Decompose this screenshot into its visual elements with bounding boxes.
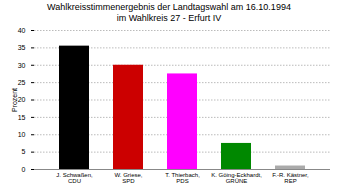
svg-text:F.-R. Kästner,REP: F.-R. Kästner,REP xyxy=(272,172,309,184)
html-text:Wahlkreisstimmenergebnis der L: Wahlkreisstimmenergebnis der Landtagswah… xyxy=(47,2,291,12)
svg-text:15: 15 xyxy=(18,114,26,121)
svg-text:T. Thierbach,PDS: T. Thierbach,PDS xyxy=(165,172,200,184)
svg-text:5: 5 xyxy=(22,148,26,155)
svg-text:K. Göing-Eckhardt,GRÜNE: K. Göing-Eckhardt,GRÜNE xyxy=(211,172,262,184)
svg-text:20: 20 xyxy=(18,96,26,103)
svg-text:35: 35 xyxy=(18,44,26,51)
svg-text:10: 10 xyxy=(18,131,26,138)
html-text:im Wahlkreis 27 - Erfurt IV: im Wahlkreis 27 - Erfurt IV xyxy=(116,13,222,23)
svg-text:J. Schwaßen,CDU: J. Schwaßen,CDU xyxy=(56,172,93,184)
svg-text:W. Griese,SPD: W. Griese,SPD xyxy=(114,172,142,184)
svg-text:30: 30 xyxy=(18,61,26,68)
svg-text:40: 40 xyxy=(18,27,26,34)
svg-text:25: 25 xyxy=(18,79,26,86)
svg-text:0: 0 xyxy=(22,166,26,173)
svg-text:Prozent: Prozent xyxy=(11,88,18,112)
